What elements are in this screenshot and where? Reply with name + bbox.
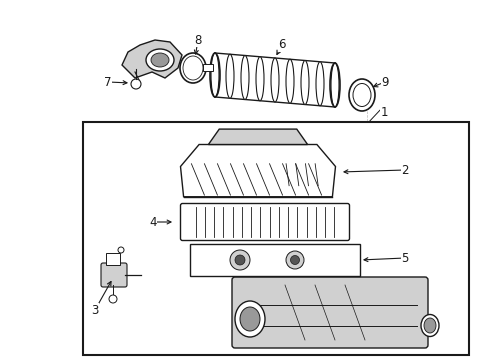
Circle shape [131,79,141,89]
Ellipse shape [151,53,169,67]
Ellipse shape [301,60,308,104]
FancyBboxPatch shape [180,203,349,240]
Ellipse shape [256,57,264,101]
Text: 7: 7 [104,76,112,89]
Ellipse shape [235,301,264,337]
Polygon shape [122,40,182,78]
Ellipse shape [285,59,293,103]
Ellipse shape [270,58,279,102]
Bar [106,253,120,265]
Circle shape [229,250,249,270]
Text: 1: 1 [380,105,387,118]
Circle shape [290,256,299,265]
Text: 5: 5 [401,252,408,265]
Ellipse shape [423,318,435,333]
Circle shape [285,251,304,269]
Text: 4: 4 [149,216,157,229]
Polygon shape [208,129,307,144]
Ellipse shape [225,54,234,98]
FancyBboxPatch shape [101,263,127,287]
Ellipse shape [240,307,260,331]
Text: 8: 8 [194,33,201,46]
Ellipse shape [315,62,324,106]
Text: 3: 3 [91,303,99,316]
Circle shape [235,255,244,265]
Ellipse shape [210,53,219,97]
Ellipse shape [420,315,438,337]
Text: 9: 9 [381,76,388,89]
Bar [190,244,359,276]
Ellipse shape [146,49,174,71]
Polygon shape [180,144,335,197]
Text: 2: 2 [401,163,408,176]
Bar [203,64,213,71]
Ellipse shape [330,63,338,107]
Ellipse shape [241,55,248,99]
Circle shape [118,247,124,253]
Circle shape [109,295,117,303]
Text: 6: 6 [278,39,285,51]
Bar [83,122,468,355]
FancyBboxPatch shape [231,277,427,348]
